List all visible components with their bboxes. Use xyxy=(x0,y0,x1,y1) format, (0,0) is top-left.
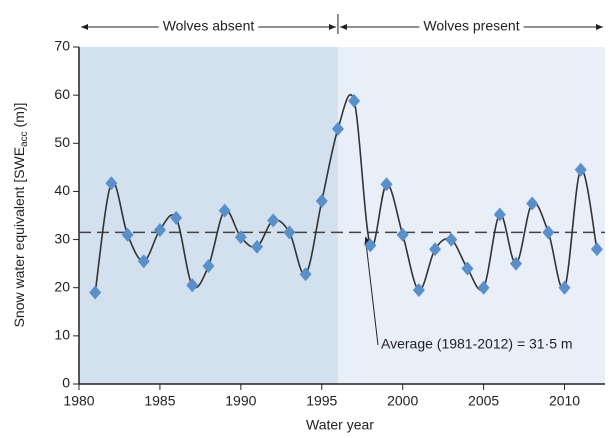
arrow-head xyxy=(81,24,88,30)
data-point xyxy=(137,254,150,269)
data-point xyxy=(380,177,393,192)
data-point xyxy=(526,196,539,211)
region xyxy=(79,47,338,384)
y-tick-label: 40 xyxy=(54,182,70,198)
data-point xyxy=(429,242,442,257)
data-point xyxy=(121,227,134,242)
data-point xyxy=(153,222,166,237)
region xyxy=(337,47,605,384)
x-tick-label: 1990 xyxy=(225,393,256,409)
x-tick-label: 1985 xyxy=(144,393,175,409)
x-tick-label: 2010 xyxy=(549,393,580,409)
data-point xyxy=(251,239,264,254)
data-point xyxy=(574,162,587,177)
data-point xyxy=(299,267,312,282)
data-point xyxy=(234,230,247,245)
arrow-head xyxy=(339,24,347,30)
data-point xyxy=(493,207,506,222)
y-tick-label: 20 xyxy=(54,278,70,294)
data-point xyxy=(186,278,199,293)
x-tick-label: 1980 xyxy=(63,393,94,409)
y-tick-label: 10 xyxy=(54,327,70,343)
arrow-head xyxy=(596,24,603,30)
label-bg xyxy=(419,19,524,35)
y-tick-label: 70 xyxy=(54,38,70,54)
data-point xyxy=(267,213,280,228)
data-point xyxy=(412,283,425,298)
data-point xyxy=(331,121,344,136)
arrow-head xyxy=(328,24,336,30)
x-tick-label: 2000 xyxy=(387,393,418,409)
data-point xyxy=(315,194,328,209)
data-point xyxy=(89,285,102,300)
label-bg xyxy=(158,19,259,35)
x-tick-label: 2005 xyxy=(468,393,499,409)
data-point xyxy=(509,256,522,271)
data-point xyxy=(364,238,377,253)
y-label-main: Snow water equivalent [SWE xyxy=(11,147,27,328)
data-point xyxy=(283,225,296,240)
data-point xyxy=(461,261,474,276)
data-point xyxy=(558,280,571,295)
y-axis-label: Snow water equivalent [SWEacc (m)] xyxy=(11,103,30,328)
y-tick-label: 30 xyxy=(54,230,70,246)
data-point xyxy=(445,232,458,247)
y-label-sub: acc xyxy=(19,131,30,147)
annotation-arrow xyxy=(364,238,379,346)
data-point xyxy=(477,280,490,295)
x-tick-label: 1995 xyxy=(306,393,337,409)
region-label: Wolves present xyxy=(423,18,519,34)
data-point xyxy=(542,225,555,240)
data-point xyxy=(105,176,118,191)
y-tick-label: 0 xyxy=(62,375,70,391)
y-tick-label: 60 xyxy=(54,86,70,102)
data-point xyxy=(348,93,361,108)
y-label-end: (m)] xyxy=(11,103,27,132)
annotation: Average (1981-2012) = 31·5 m xyxy=(381,336,573,352)
data-point xyxy=(590,242,603,257)
data-point xyxy=(396,227,409,242)
x-axis-label: Water year xyxy=(306,417,374,433)
y-tick-label: 50 xyxy=(54,134,70,150)
region-label: Wolves absent xyxy=(163,18,255,34)
data-point xyxy=(202,259,215,274)
data-point xyxy=(218,203,231,218)
data-point xyxy=(170,210,183,225)
